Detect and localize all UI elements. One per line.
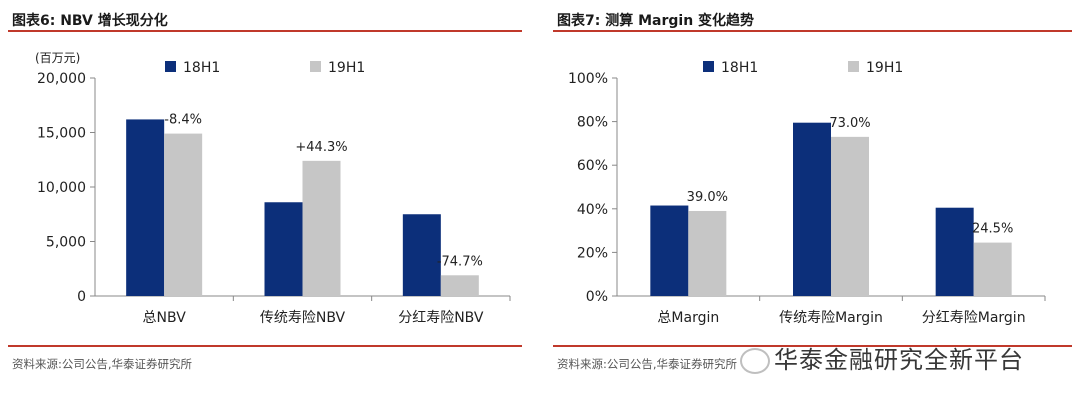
legend-label: 18H1: [721, 60, 758, 76]
chart-panel-nbv: 图表6: NBV 增长现分化 0 5,000 10,000 15,000 20,000 (…: [0, 0, 530, 407]
bar-19H1: [973, 242, 1012, 296]
y-tick-label: 20,000: [37, 71, 86, 87]
watermark-text: 华泰金融研究全新平台: [774, 346, 1024, 374]
data-label: 73.0%: [829, 116, 870, 131]
data-label: +44.3%: [295, 140, 347, 155]
source-rule: [8, 345, 522, 347]
legend-label: 18H1: [183, 60, 220, 76]
bar-19H1: [688, 210, 727, 296]
source-rule: [553, 345, 1072, 347]
y-tick-label: 60%: [577, 158, 608, 174]
source-note: 资料来源:公司公告,华泰证券研究所: [557, 357, 738, 371]
data-label: 24.5%: [972, 222, 1013, 237]
x-tick-label: 分红寿险Margin: [922, 309, 1026, 326]
bar-19H1: [440, 275, 479, 296]
y-tick-label: 5,000: [46, 235, 86, 251]
chart-title: 图表7: 测算 Margin 变化趋势: [557, 13, 755, 29]
data-label: 39.0%: [687, 190, 728, 205]
data-label: -8.4%: [164, 113, 202, 128]
bar-18H1: [402, 214, 441, 296]
bar-18H1: [650, 205, 689, 296]
y-tick-label: 0%: [586, 289, 608, 305]
nbv-chart: 0 5,000 10,000 15,000 20,000 (百万元) 总NBV -8.4% 传统…: [35, 51, 511, 326]
y-tick-label: 10,000: [37, 180, 86, 196]
y-tick-label: 15,000: [37, 126, 86, 142]
bar-19H1: [831, 136, 869, 296]
y-tick-label: 100%: [568, 71, 608, 87]
source-note: 资料来源:公司公告,华泰证券研究所: [12, 357, 193, 371]
bar-19H1: [302, 160, 341, 296]
legend-swatch: [165, 61, 176, 72]
bar-19H1: [164, 133, 203, 296]
x-tick-label: 总Margin: [657, 310, 719, 326]
title-rule: [553, 30, 1072, 32]
chart-panel-margin: 图表7: 测算 Margin 变化趋势 0% 20% 40% 60% 80% 100% 总M…: [545, 0, 1080, 407]
y-tick-label: 80%: [577, 115, 608, 131]
x-tick-label: 传统寿险Margin: [779, 309, 883, 326]
watermark: 华泰金融研究全新平台: [740, 340, 1024, 375]
legend-label: 19H1: [328, 60, 365, 76]
bar-18H1: [264, 202, 303, 296]
legend-swatch: [703, 61, 714, 72]
y-tick-label: 40%: [577, 202, 608, 218]
bar-18H1: [793, 122, 831, 296]
y-unit-label: (百万元): [35, 51, 80, 65]
title-rule: [8, 30, 522, 32]
wechat-icon: [740, 348, 770, 374]
legend-label: 19H1: [866, 60, 903, 76]
x-tick-label: 传统寿险NBV: [260, 309, 346, 326]
x-tick-label: 总NBV: [143, 310, 187, 326]
y-tick-label: 20%: [577, 245, 608, 261]
x-tick-label: 分红寿险NBV: [398, 309, 484, 326]
legend-swatch: [310, 61, 321, 72]
bar-18H1: [126, 119, 165, 296]
y-tick-label: 0: [77, 289, 86, 305]
margin-chart: 0% 20% 40% 60% 80% 100% 总Margin 39.0% 传统寿险Margin…: [568, 60, 1046, 326]
chart-title: 图表6: NBV 增长现分化: [12, 13, 168, 29]
data-label: -74.7%: [437, 254, 483, 269]
bar-18H1: [935, 207, 974, 296]
legend-swatch: [848, 61, 859, 72]
